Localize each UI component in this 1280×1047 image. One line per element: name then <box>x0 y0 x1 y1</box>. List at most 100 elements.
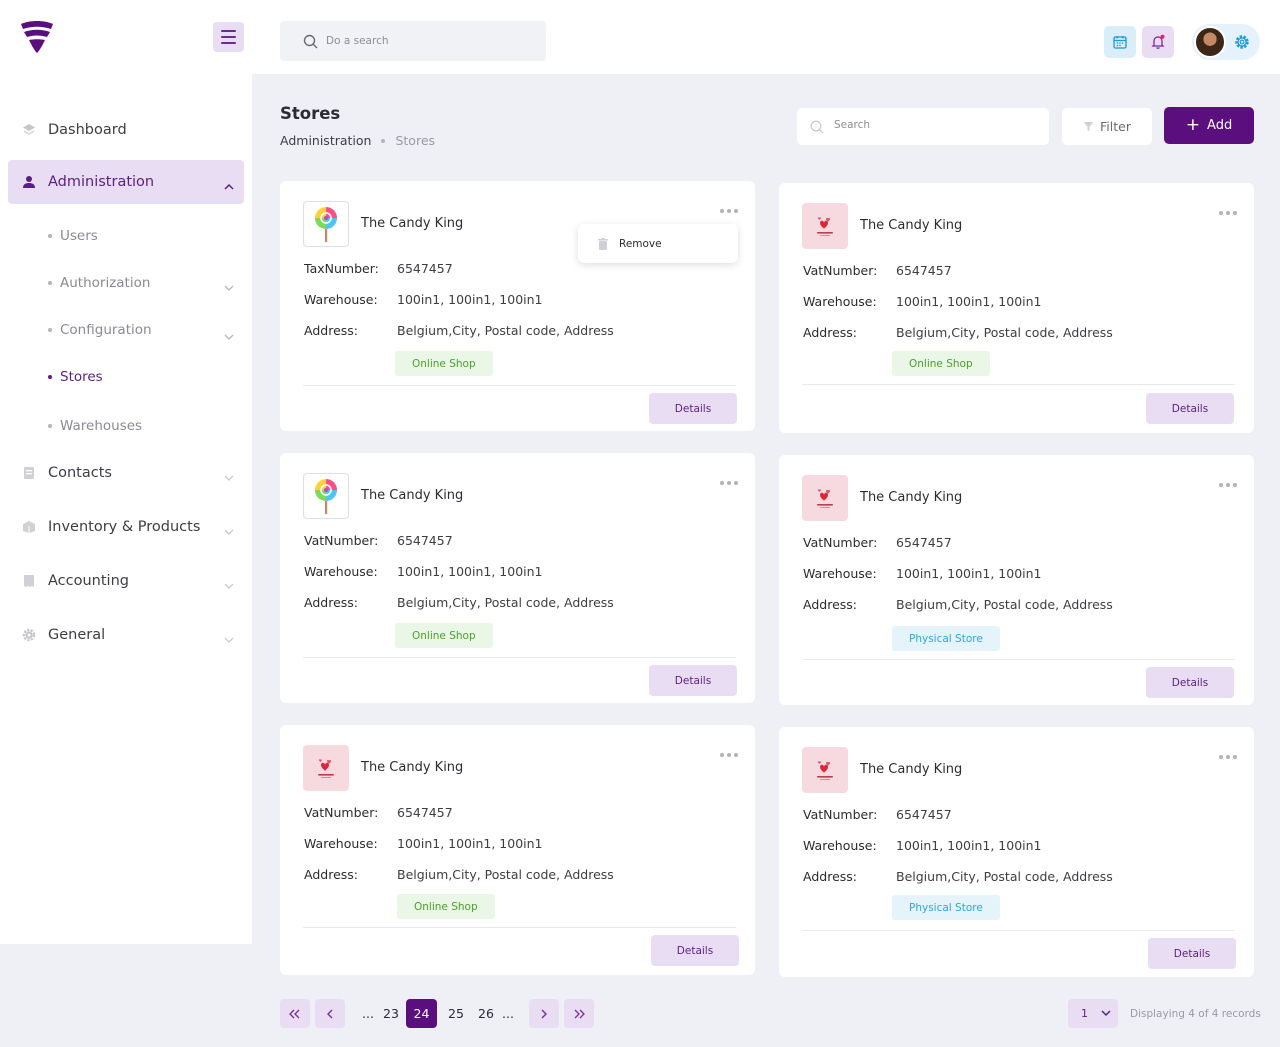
bullet-icon <box>48 375 52 379</box>
field-label: VatNumber: <box>304 805 379 820</box>
app-logo[interactable] <box>20 20 54 54</box>
sidebar-subitem-label: Users <box>60 228 98 244</box>
sidebar-item-label: Dashboard <box>48 122 127 138</box>
calendar-icon <box>1113 36 1127 49</box>
field-value: 6547457 <box>896 535 952 550</box>
sidebar-subitem-users[interactable]: Users <box>48 223 238 249</box>
first-page-button[interactable] <box>280 999 310 1028</box>
field-value: 6547457 <box>397 261 453 276</box>
sidebar-item-dashboard[interactable]: Dashboard <box>8 108 244 152</box>
page-number[interactable]: 23 <box>383 1006 399 1021</box>
details-button[interactable]: Details <box>649 393 737 424</box>
add-button[interactable]: + Add <box>1164 107 1254 144</box>
more-options-icon[interactable] <box>1219 211 1237 217</box>
topbar <box>252 0 1280 74</box>
details-button[interactable]: Details <box>649 665 737 696</box>
remove-menu-item[interactable]: Remove <box>619 237 662 250</box>
field-value: Belgium,City, Postal code, Address <box>896 325 1113 340</box>
status-badge: Online Shop <box>892 351 990 376</box>
field-value: 100in1, 100in1, 100in1 <box>397 836 543 851</box>
notifications-button[interactable] <box>1142 26 1174 58</box>
more-options-icon[interactable] <box>1219 755 1237 761</box>
plus-icon: + <box>1185 115 1201 135</box>
address-row: Address: Belgium,City, Postal code, Addre… <box>304 867 614 882</box>
sidebar-subitem-warehouses[interactable]: Warehouses <box>48 413 238 439</box>
chevron-down-icon <box>224 630 234 643</box>
address-row: Address: Belgium,City, Postal code, Addre… <box>304 323 614 338</box>
field-value: 6547457 <box>397 805 453 820</box>
breadcrumb-item-current: Stores <box>395 133 436 148</box>
calendar-button[interactable] <box>1104 26 1136 58</box>
chevron-down-icon <box>224 278 234 291</box>
sidebar-item-contacts[interactable]: Contacts <box>8 451 244 495</box>
dashboard-icon <box>22 123 36 137</box>
stores-search-input[interactable] <box>834 119 1034 131</box>
field-value: 6547457 <box>397 533 453 548</box>
vat-number-row: VatNumber: 6547457 <box>803 263 952 278</box>
bell-icon <box>1151 34 1165 49</box>
breadcrumb-item[interactable]: Administration <box>280 133 372 148</box>
page-number[interactable]: 26 <box>478 1006 494 1021</box>
field-value: Belgium,City, Postal code, Address <box>397 867 614 882</box>
sidebar-subitem-label: Warehouses <box>60 418 143 434</box>
global-search-input[interactable] <box>326 35 526 47</box>
page-number-current[interactable]: 24 <box>406 999 437 1028</box>
warehouse-row: Warehouse: 100in1, 100in1, 100in1 <box>803 294 1042 309</box>
status-badge: Online Shop <box>395 351 493 376</box>
field-value: Belgium,City, Postal code, Address <box>896 869 1113 884</box>
chevron-right-icon <box>541 1009 547 1018</box>
sidebar-item-label: Accounting <box>48 573 129 589</box>
user-menu[interactable] <box>1192 24 1260 60</box>
hearts-logo <box>802 203 848 249</box>
records-count: Displaying 4 of 4 records <box>1130 1008 1261 1020</box>
pagination-ellipsis: ... <box>502 1006 514 1021</box>
settings-gear-icon[interactable] <box>1234 34 1250 50</box>
receipt-icon <box>22 574 36 588</box>
vat-number-row: VatNumber: 6547457 <box>304 533 453 548</box>
more-options-icon[interactable] <box>720 209 738 215</box>
sidebar-item-administration[interactable]: Administration <box>8 160 244 204</box>
details-button[interactable]: Details <box>1148 938 1236 969</box>
avatar[interactable] <box>1194 26 1226 58</box>
details-button[interactable]: Details <box>1146 667 1234 698</box>
sidebar-subitem-authorization[interactable]: Authorization <box>48 270 238 296</box>
vat-number-row: VatNumber: 6547457 <box>803 807 952 822</box>
sidebar-item-general[interactable]: General <box>8 613 244 657</box>
contacts-icon <box>22 466 36 480</box>
sidebar-item-accounting[interactable]: Accounting <box>8 559 244 603</box>
global-search[interactable] <box>280 21 546 61</box>
box-icon <box>22 520 36 534</box>
sidebar-item-inventory-products[interactable]: Inventory & Products <box>8 505 244 549</box>
sidebar-subitem-label: Stores <box>60 369 103 385</box>
field-label: Warehouse: <box>803 838 877 853</box>
field-label: Address: <box>803 869 857 884</box>
more-options-icon[interactable] <box>1219 483 1237 489</box>
sidebar-subitem-configuration[interactable]: Configuration <box>48 317 238 343</box>
chevron-down-icon <box>224 522 234 535</box>
field-value: 100in1, 100in1, 100in1 <box>397 292 543 307</box>
last-page-button[interactable] <box>564 999 594 1028</box>
field-label: VatNumber: <box>304 533 379 548</box>
more-options-icon[interactable] <box>720 753 738 759</box>
warehouse-row: Warehouse: 100in1, 100in1, 100in1 <box>803 838 1042 853</box>
more-options-icon[interactable] <box>720 481 738 487</box>
details-button[interactable]: Details <box>651 935 739 966</box>
page-number[interactable]: 25 <box>448 1006 464 1021</box>
field-label: VatNumber: <box>803 807 878 822</box>
status-badge: Online Shop <box>395 623 493 648</box>
divider <box>802 659 1235 660</box>
details-button[interactable]: Details <box>1146 393 1234 424</box>
sidebar-subitem-label: Authorization <box>60 275 151 291</box>
stores-search[interactable] <box>797 108 1049 145</box>
prev-page-button[interactable] <box>315 999 345 1028</box>
store-card: The Candy King TaxNumber: 6547457 Warehou… <box>280 181 755 431</box>
menu-toggle-button[interactable] <box>213 22 244 52</box>
field-label: Warehouse: <box>304 836 378 851</box>
card-options-menu: Remove <box>578 224 738 263</box>
bullet-icon <box>48 424 52 428</box>
per-page-select[interactable]: 1 <box>1068 999 1118 1028</box>
filter-button[interactable]: Filter <box>1062 108 1152 145</box>
next-page-button[interactable] <box>529 999 559 1028</box>
sidebar-subitem-stores[interactable]: Stores <box>48 364 238 390</box>
filter-label: Filter <box>1100 119 1131 134</box>
